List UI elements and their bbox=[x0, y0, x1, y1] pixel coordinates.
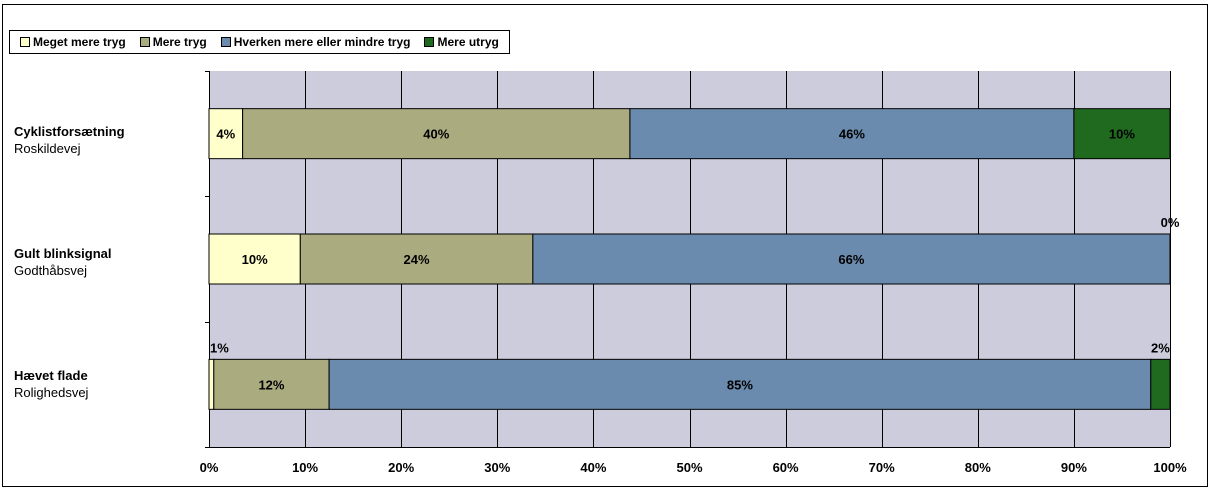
bar-segment bbox=[208, 233, 301, 285]
bar-segment bbox=[328, 358, 1152, 410]
x-tick-label: 80% bbox=[965, 460, 991, 475]
x-tick-label: 10% bbox=[292, 460, 318, 475]
category-name: Cyklistforsætning bbox=[14, 124, 125, 139]
category-location: Rolighedsvej bbox=[14, 385, 89, 400]
category-label-2: Hævet flade Rolighedsvej bbox=[14, 367, 88, 401]
bar-segment bbox=[299, 233, 534, 285]
legend-item-mere-tryg: Mere tryg bbox=[139, 35, 207, 49]
data-label: 46% bbox=[839, 127, 865, 142]
data-label: 10% bbox=[1109, 127, 1135, 142]
x-tick-label: 100% bbox=[1153, 460, 1187, 475]
bar-segment bbox=[1073, 108, 1171, 160]
bar-segment bbox=[213, 358, 330, 410]
x-tick-label: 60% bbox=[773, 460, 799, 475]
legend-label: Meget mere tryg bbox=[33, 35, 126, 49]
x-tick-label: 40% bbox=[580, 460, 606, 475]
bar-segment bbox=[242, 108, 631, 160]
legend-swatch-meget-mere-tryg bbox=[20, 37, 30, 47]
data-label: 24% bbox=[404, 252, 430, 267]
data-label: 66% bbox=[838, 252, 864, 267]
data-label: 1% bbox=[210, 340, 229, 355]
category-name: Gult blinksignal bbox=[14, 246, 112, 261]
data-label: 10% bbox=[242, 252, 268, 267]
legend-label: Mere utryg bbox=[437, 35, 499, 49]
legend-item-mere-utryg: Mere utryg bbox=[424, 35, 499, 49]
legend-swatch-mere-tryg bbox=[139, 37, 150, 47]
data-label: 40% bbox=[423, 127, 449, 142]
x-tick-label: 30% bbox=[484, 460, 510, 475]
bar-segment bbox=[208, 358, 215, 410]
category-location: Godthåbsvej bbox=[14, 263, 87, 278]
legend-label: Mere tryg bbox=[152, 35, 207, 49]
bar-segment bbox=[208, 108, 244, 160]
legend-item-meget-mere-tryg: Meget mere tryg bbox=[20, 35, 126, 49]
data-label: 12% bbox=[258, 377, 284, 392]
category-label-0: Cyklistforsætning Roskildevej bbox=[14, 123, 125, 157]
x-tick-label: 70% bbox=[869, 460, 895, 475]
legend-swatch-mere-utryg bbox=[424, 37, 435, 47]
category-location: Roskildevej bbox=[14, 141, 81, 156]
data-label: 2% bbox=[1151, 340, 1170, 355]
legend-label: Hverken mere eller mindre tryg bbox=[233, 35, 411, 49]
legend-item-hverken: Hverken mere eller mindre tryg bbox=[220, 35, 411, 49]
x-tick-label: 0% bbox=[200, 460, 219, 475]
bar-segment bbox=[629, 108, 1075, 160]
legend-swatch-hverken bbox=[220, 37, 231, 47]
bar-segment bbox=[532, 233, 1171, 285]
data-label: 4% bbox=[216, 127, 235, 142]
x-tick-label: 50% bbox=[676, 460, 702, 475]
legend: Meget mere tryg Mere tryg Hverken mere e… bbox=[9, 30, 510, 54]
data-label: 85% bbox=[727, 377, 753, 392]
x-tick-label: 20% bbox=[388, 460, 414, 475]
category-label-1: Gult blinksignal Godthåbsvej bbox=[14, 245, 112, 279]
x-tick-label: 90% bbox=[1061, 460, 1087, 475]
bar-segment bbox=[1150, 358, 1171, 410]
data-label: 0% bbox=[1161, 215, 1180, 230]
category-name: Hævet flade bbox=[14, 368, 88, 383]
